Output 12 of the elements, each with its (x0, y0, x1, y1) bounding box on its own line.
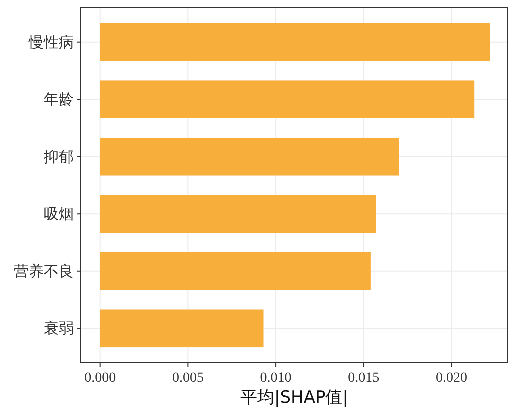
y-tick-label: 营养不良 (14, 263, 74, 280)
y-tick-label: 吸烟 (44, 206, 74, 224)
x-tick-label: 0.000 (84, 371, 116, 386)
x-tick-label: 0.015 (348, 371, 380, 386)
y-tick-label: 衰弱 (44, 320, 74, 338)
x-tick-label: 0.005 (172, 371, 204, 386)
y-tick-label: 慢性病 (28, 34, 74, 52)
x-tick-label: 0.010 (260, 371, 292, 386)
y-tick-label: 抑郁 (44, 148, 74, 166)
x-axis-title: 平均|SHAP值| (240, 388, 348, 408)
x-tick-label: 0.020 (436, 371, 468, 386)
y-tick-label: 年龄 (44, 92, 74, 109)
